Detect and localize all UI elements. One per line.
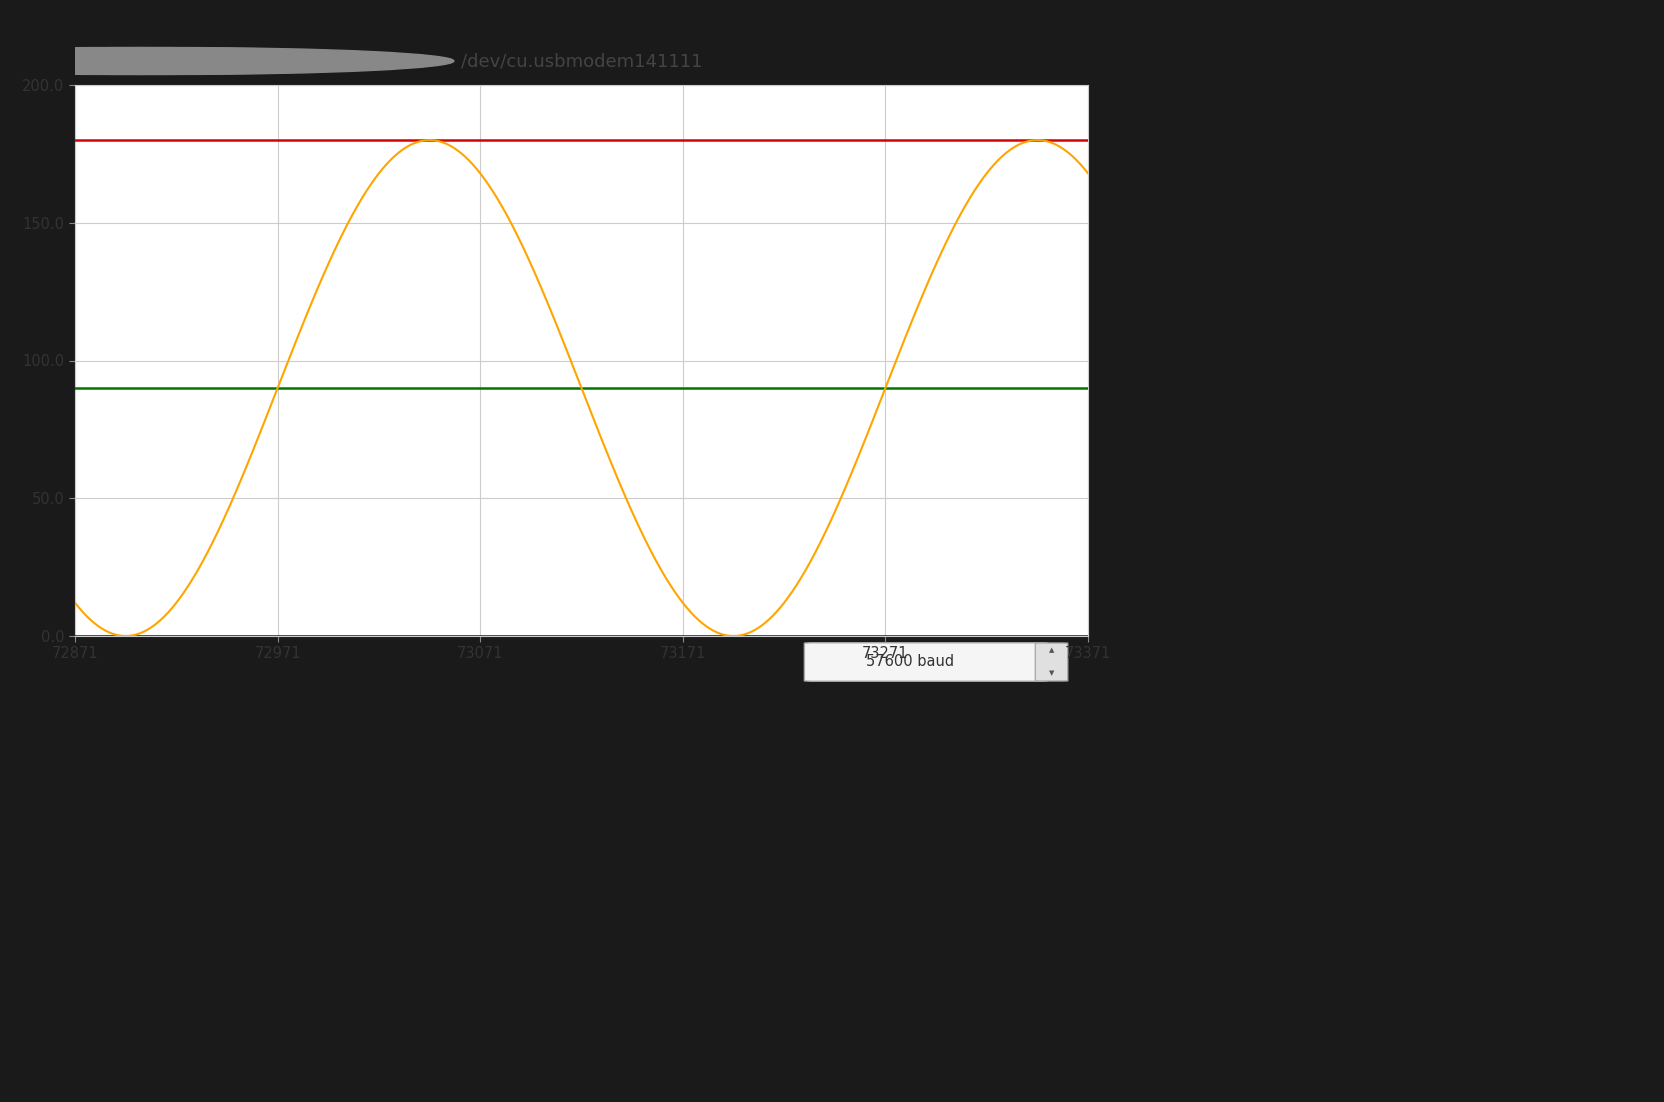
Text: 57600 baud: 57600 baud <box>867 655 955 670</box>
Circle shape <box>0 47 454 75</box>
Text: ▼: ▼ <box>1048 670 1055 677</box>
FancyBboxPatch shape <box>804 642 1047 681</box>
Circle shape <box>0 47 398 75</box>
FancyBboxPatch shape <box>1035 644 1068 681</box>
Circle shape <box>0 47 426 75</box>
Text: /dev/cu.usbmodem141111: /dev/cu.usbmodem141111 <box>461 52 702 71</box>
Text: ▲: ▲ <box>1048 648 1055 653</box>
